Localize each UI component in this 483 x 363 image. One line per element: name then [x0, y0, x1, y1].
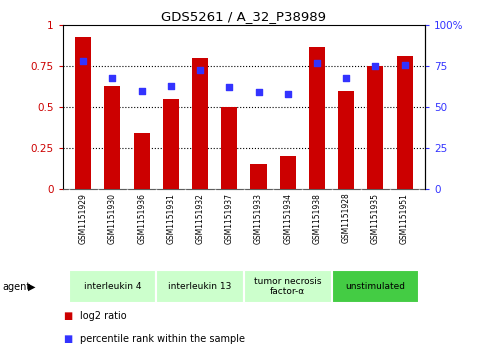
Point — [371, 63, 379, 69]
Text: GSM1151932: GSM1151932 — [196, 193, 205, 244]
Text: GSM1151938: GSM1151938 — [313, 193, 322, 244]
Bar — [221, 107, 237, 189]
Text: ▶: ▶ — [28, 282, 36, 292]
Bar — [163, 99, 179, 189]
Text: GSM1151931: GSM1151931 — [166, 193, 175, 244]
Text: GSM1151930: GSM1151930 — [108, 193, 117, 244]
Text: interleukin 4: interleukin 4 — [84, 282, 141, 291]
Bar — [251, 164, 267, 189]
Point — [196, 67, 204, 73]
Text: GSM1151937: GSM1151937 — [225, 193, 234, 244]
Text: GSM1151936: GSM1151936 — [137, 193, 146, 244]
Point — [255, 90, 262, 95]
Text: ■: ■ — [63, 334, 72, 344]
Point — [226, 85, 233, 90]
Bar — [244, 270, 331, 303]
Text: GSM1151929: GSM1151929 — [79, 193, 88, 244]
Text: GSM1151933: GSM1151933 — [254, 193, 263, 244]
Point — [313, 60, 321, 66]
Text: interleukin 13: interleukin 13 — [169, 282, 232, 291]
Bar — [309, 46, 325, 189]
Title: GDS5261 / A_32_P38989: GDS5261 / A_32_P38989 — [161, 10, 327, 23]
Point — [342, 75, 350, 81]
Bar — [104, 86, 120, 189]
Text: ■: ■ — [63, 311, 72, 321]
Text: GSM1151951: GSM1151951 — [400, 193, 409, 244]
Point — [401, 62, 409, 68]
Text: GSM1151934: GSM1151934 — [283, 193, 292, 244]
Point — [284, 91, 292, 97]
Text: unstimulated: unstimulated — [345, 282, 405, 291]
Bar — [397, 56, 412, 189]
Bar — [156, 270, 244, 303]
Point — [138, 88, 145, 94]
Bar — [338, 91, 354, 189]
Bar — [368, 66, 384, 189]
Bar — [69, 270, 156, 303]
Point — [79, 58, 87, 64]
Bar — [134, 133, 150, 189]
Text: percentile rank within the sample: percentile rank within the sample — [80, 334, 245, 344]
Bar — [192, 58, 208, 189]
Text: log2 ratio: log2 ratio — [80, 311, 127, 321]
Point — [167, 83, 175, 89]
Bar — [280, 156, 296, 189]
Text: GSM1151928: GSM1151928 — [341, 193, 351, 244]
Text: GSM1151935: GSM1151935 — [371, 193, 380, 244]
Point — [109, 75, 116, 81]
Text: tumor necrosis
factor-α: tumor necrosis factor-α — [254, 277, 322, 297]
Text: agent: agent — [2, 282, 30, 292]
Bar — [75, 37, 91, 189]
Bar — [331, 270, 419, 303]
